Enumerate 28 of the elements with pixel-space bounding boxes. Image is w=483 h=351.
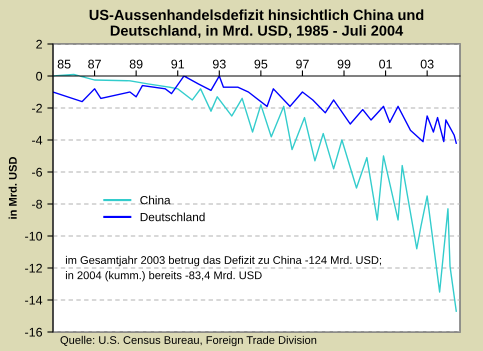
chart-title: US-Aussenhandelsdefizit hinsichtlich China und Deutschland, in Mrd. USD, 1985 - Juli 2004 (90, 9, 424, 38)
x-tick-label: 95 (254, 60, 268, 69)
x-tick-label: 03 (420, 60, 434, 69)
y-tick-label: -2 (32, 104, 42, 113)
y-tick-label: -10 (25, 232, 42, 241)
y-axis-title: in Mrd. USD (8, 156, 17, 219)
x-tick-label: 91 (171, 60, 184, 69)
y-tick-label: -14 (25, 296, 42, 305)
line-series (53, 75, 457, 144)
legend-label: Deutschland (140, 212, 205, 222)
x-tick-label: 85 (58, 60, 71, 69)
line-series (53, 74, 457, 312)
x-tick-label: 89 (130, 60, 143, 69)
legend-label: China (140, 196, 171, 204)
annotation: im Gesamtjahr 2003 betrug das Defizit zu China -124 Mrd. USD; in 2004 (kumm.) bereits -83,4 Mrd. USD (66, 256, 382, 282)
y-tick-label: 2 (36, 40, 42, 49)
x-tick-label: 93 (212, 60, 226, 69)
x-tick-label: 87 (88, 60, 101, 69)
y-tick-label: -6 (32, 168, 42, 177)
x-tick-label: 99 (338, 60, 350, 69)
y-tick-label: -12 (25, 264, 42, 273)
y-tick-label: -16 (25, 328, 42, 337)
y-tick-label: -8 (32, 200, 42, 209)
y-tick-label: -4 (32, 136, 42, 145)
x-tick-label: 01 (379, 60, 392, 69)
y-tick-label: 0 (36, 72, 42, 81)
x-tick-label: 97 (296, 60, 309, 69)
source-note: Quelle: U.S. Census Bureau, Foreign Trade Division (60, 336, 316, 346)
